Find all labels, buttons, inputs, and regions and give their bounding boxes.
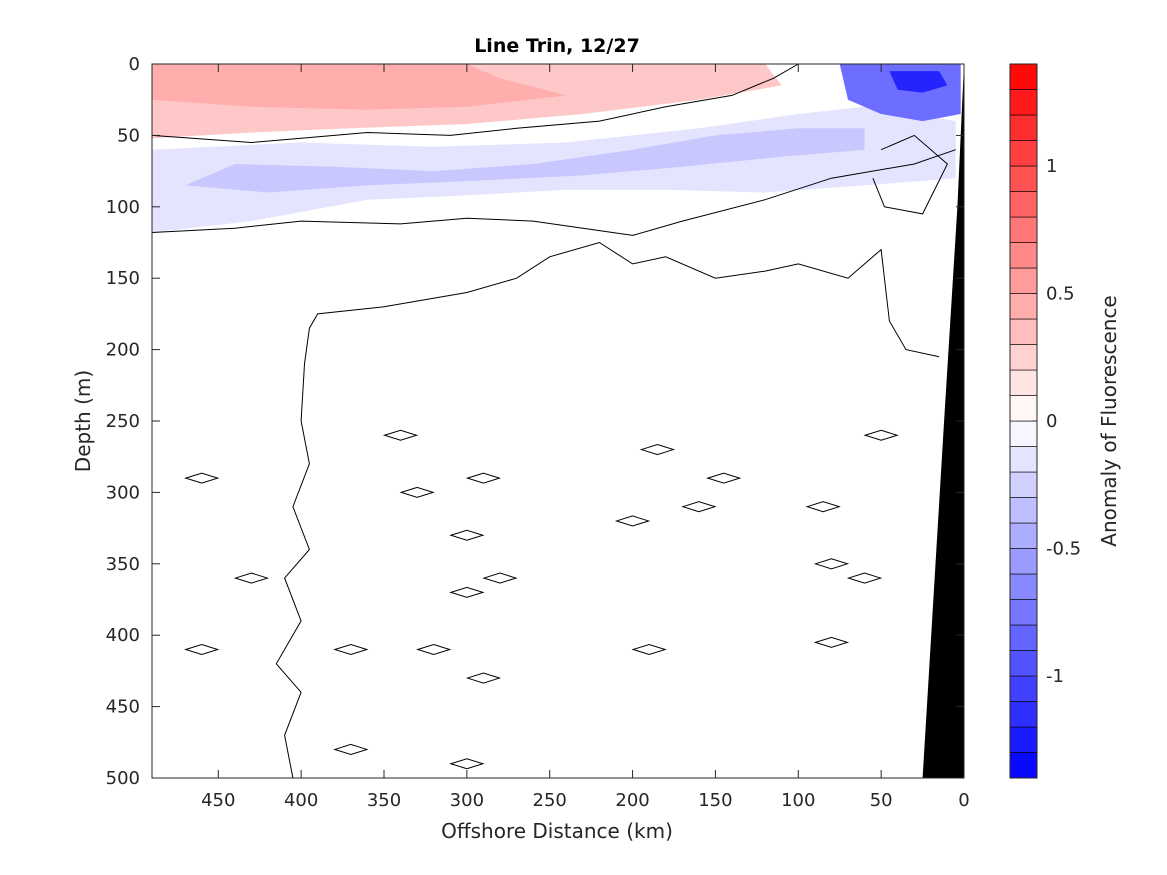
colorbar-tick-label: -1 — [1046, 666, 1064, 687]
y-tick-label: 400 — [106, 625, 140, 646]
colorbar-swatch — [1009, 420, 1038, 447]
contour-island-5 — [399, 486, 435, 498]
colorbar-swatch — [1009, 318, 1038, 345]
zero-contour-1 — [151, 149, 956, 236]
y-tick-label: 200 — [106, 340, 140, 361]
contour-island-12 — [614, 515, 651, 527]
colorbar-swatch — [1009, 216, 1038, 243]
colorbar-swatch — [1009, 89, 1038, 116]
colorbar-swatch — [1009, 650, 1038, 677]
contour-island-23 — [449, 758, 485, 770]
anomaly-region-1 — [152, 64, 567, 110]
colorbar-swatch — [1009, 344, 1038, 371]
contour-island-11 — [482, 572, 518, 584]
x-axis-label: Offshore Distance (km) — [441, 819, 673, 843]
colorbar-swatch — [1009, 267, 1038, 294]
y-tick-label: 500 — [106, 768, 140, 789]
y-axis: 0 50 100 150 200 250 300 350 400 450 500 — [106, 54, 964, 789]
x-tick-label: 200 — [615, 790, 649, 811]
colorbar-swatch — [1009, 471, 1038, 498]
colorbar-swatch — [1009, 395, 1038, 422]
y-tick-label: 0 — [129, 54, 140, 75]
y-axis-label: Depth (m) — [71, 370, 95, 472]
colorbar-swatch — [1009, 573, 1038, 600]
colorbar-swatch — [1009, 114, 1038, 141]
colorbar-tick-label: 1 — [1046, 156, 1057, 177]
x-axis: 450 400 350 300 250 200 150 100 50 0 — [201, 64, 970, 811]
colorbar-swatch — [1009, 497, 1038, 524]
zero-contour-2 — [275, 241, 940, 779]
colorbar-swatch — [1009, 726, 1038, 753]
y-tick-label: 100 — [106, 197, 140, 218]
anomaly-fill-layer — [152, 64, 961, 233]
contour-island-16 — [706, 472, 742, 484]
colorbar-tick-label: 0 — [1046, 411, 1057, 432]
contour-island-20 — [846, 572, 883, 584]
contour-island-8 — [449, 586, 485, 598]
contour-island-layer — [184, 429, 899, 770]
contour-island-21 — [863, 429, 899, 441]
contour-island-6 — [416, 643, 452, 656]
contour-island-7 — [449, 529, 485, 541]
colorbar-swatch — [1009, 369, 1038, 396]
contour-island-1 — [233, 572, 270, 584]
contour-island-19 — [813, 636, 850, 648]
contour-island-17 — [805, 501, 841, 513]
contour-island-13 — [639, 444, 676, 456]
contour-island-18 — [813, 558, 850, 570]
colorbar-swatch — [1009, 599, 1038, 626]
x-tick-label: 50 — [870, 790, 893, 811]
colorbar-label: Anomaly of Fluorescence — [1097, 295, 1121, 546]
contour-island-9 — [465, 472, 502, 484]
x-tick-label: 250 — [533, 790, 567, 811]
contour-island-2 — [184, 643, 220, 656]
x-tick-label: 0 — [958, 790, 969, 811]
colorbar-tick-label: -0.5 — [1046, 539, 1081, 560]
x-tick-label: 400 — [284, 790, 318, 811]
x-tick-label: 100 — [781, 790, 815, 811]
colorbar-swatch — [1009, 63, 1038, 90]
colorbar-swatch — [1009, 242, 1038, 269]
contour-island-0 — [184, 472, 220, 484]
plot-area — [151, 63, 965, 779]
anomaly-region-3 — [185, 128, 865, 193]
colorbar-swatch — [1009, 522, 1038, 549]
contour-island-15 — [681, 501, 717, 513]
y-tick-label: 250 — [106, 411, 140, 432]
zero-contour-0 — [151, 63, 799, 144]
zero-contour-layer — [151, 63, 956, 779]
colorbar-swatch — [1009, 624, 1038, 651]
x-tick-label: 450 — [201, 790, 235, 811]
y-tick-label: 150 — [106, 268, 140, 289]
colorbar-swatch — [1009, 191, 1038, 218]
y-tick-label: 300 — [106, 482, 140, 503]
chart-title: Line Trin, 12/27 — [474, 35, 640, 57]
colorbar-swatch — [1009, 675, 1038, 702]
y-tick-label: 50 — [117, 125, 140, 146]
colorbar-swatch — [1009, 701, 1038, 728]
x-tick-label: 150 — [698, 790, 732, 811]
colorbar-swatch — [1009, 446, 1038, 473]
colorbar-swatch — [1009, 140, 1038, 167]
colorbar-swatch — [1009, 165, 1038, 192]
zero-contour-3 — [872, 134, 949, 215]
x-tick-label: 300 — [450, 790, 484, 811]
contour-island-14 — [631, 643, 667, 656]
contour-island-10 — [465, 672, 502, 684]
colorbar: -1 -0.5 0 0.5 1 — [1009, 63, 1081, 779]
colorbar-swatch — [1009, 293, 1038, 320]
y-tick-label: 350 — [106, 554, 140, 575]
bathymetry-seafloor — [922, 64, 964, 778]
x-tick-label: 350 — [367, 790, 401, 811]
colorbar-swatch — [1009, 752, 1038, 779]
contour-island-3 — [333, 643, 369, 656]
colorbar-tick-label: 0.5 — [1046, 284, 1075, 305]
anomaly-region-5 — [889, 71, 948, 93]
contour-island-22 — [333, 743, 369, 755]
colorbar-swatch — [1009, 548, 1038, 575]
contour-island-4 — [382, 429, 419, 441]
y-tick-label: 450 — [106, 697, 140, 718]
